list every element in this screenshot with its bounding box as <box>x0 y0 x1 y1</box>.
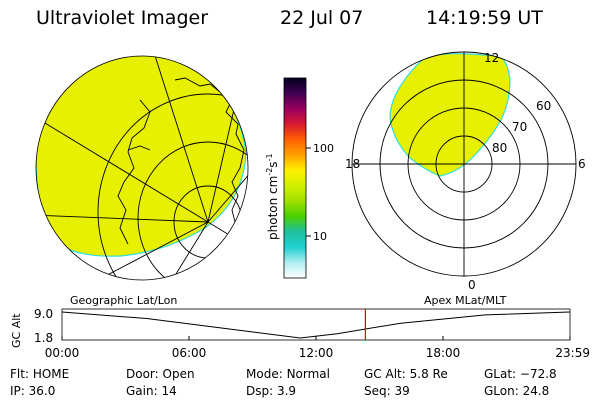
mlt-label-18: 18 <box>345 157 360 171</box>
flt-field: Flt: HOME <box>10 367 69 381</box>
mlat-label-70: 70 <box>512 120 527 134</box>
instrument-status: Flt: HOME Door: Open Mode: Normal GC Alt… <box>10 367 557 398</box>
altitude-tick-label-max: 9.0 <box>34 307 53 321</box>
mlat-label-60: 60 <box>536 99 551 113</box>
colorbar-tick-label-100: 100 <box>313 142 334 155</box>
time-tick-label: 18:00 <box>426 346 461 360</box>
header-time: 14:19:59 UT <box>426 7 543 29</box>
altitude-tick-label-min: 1.8 <box>34 331 53 345</box>
mlt-label-0: 0 <box>468 278 476 292</box>
mode-field: Mode: Normal <box>246 367 330 381</box>
app-title: Ultraviolet Imager <box>36 7 208 29</box>
gc-alt-field: GC Alt: 5.8 Re <box>364 367 448 381</box>
mlt-label-6: 6 <box>578 157 586 171</box>
mlat-label-80: 80 <box>492 141 507 155</box>
altitude-axis-label: GC Alt <box>10 313 23 348</box>
colorbar-scale <box>283 77 307 279</box>
dsp-field: Dsp: 3.9 <box>246 384 296 398</box>
time-tick-label: 12:00 <box>299 346 334 360</box>
time-tick-label: 23:59 <box>555 346 590 360</box>
door-field: Door: Open <box>126 367 195 381</box>
coastline-1 <box>174 77 245 257</box>
header-date: 22 Jul 07 <box>280 7 363 29</box>
time-tick-label: 00:00 <box>45 346 80 360</box>
altitude-series-line <box>61 311 570 339</box>
geographic-map <box>35 55 249 281</box>
apex-map-label: Apex MLat/MLT <box>424 294 507 307</box>
glon-field: GLon: 24.8 <box>484 384 549 398</box>
coastline-2 <box>117 99 151 245</box>
apex-polar-map: 12 18 6 0 60 70 80 <box>345 51 586 292</box>
apex-grid <box>351 51 577 277</box>
coastline-4 <box>231 235 245 273</box>
coastline-3 <box>127 145 151 151</box>
geo-map-limb <box>35 55 249 281</box>
altitude-plot-frame <box>61 308 571 341</box>
mlt-label-12: 12 <box>484 51 499 65</box>
gain-field: Gain: 14 <box>126 384 177 398</box>
time-tick-label: 06:00 <box>172 346 207 360</box>
colorbar-tick-label-10: 10 <box>313 230 327 243</box>
geographic-map-label: Geographic Lat/Lon <box>70 294 177 307</box>
seq-field: Seq: 39 <box>364 384 410 398</box>
altitude-chart: GC Alt 9.0 1.8 00:00 06:00 12:00 18:00 23:59 <box>10 307 590 360</box>
time-axis: 00:00 06:00 12:00 18:00 23:59 <box>45 336 590 360</box>
colorbar-unit-label: photon cm-2s-1 <box>265 153 280 240</box>
ip-field: IP: 36.0 <box>10 384 55 398</box>
geo-grid <box>36 56 248 280</box>
glat-field: GLat: −72.8 <box>484 367 557 381</box>
colorbar: 100 10 photon cm-2s-1 <box>265 77 334 279</box>
